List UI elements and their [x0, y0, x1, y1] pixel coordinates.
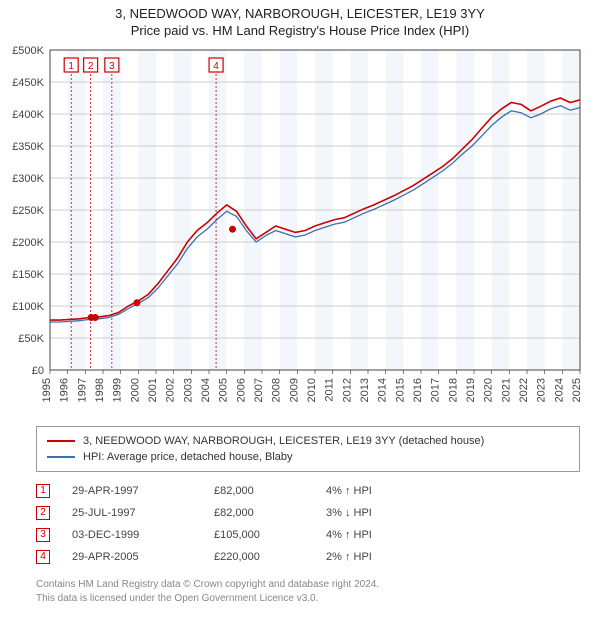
price-entry: 1 29-APR-1997 £82,000 4% ↑ HPI: [36, 480, 580, 502]
svg-text:£0: £0: [32, 365, 44, 377]
legend-label: HPI: Average price, detached house, Blab…: [83, 449, 293, 465]
svg-text:2009: 2009: [288, 378, 300, 402]
svg-text:1996: 1996: [59, 378, 71, 402]
svg-text:2025: 2025: [571, 378, 583, 402]
svg-text:£450K: £450K: [12, 77, 44, 89]
footer-line: Contains HM Land Registry data © Crown c…: [36, 578, 580, 592]
svg-text:2001: 2001: [147, 378, 159, 402]
svg-text:£250K: £250K: [12, 205, 44, 217]
svg-text:2019: 2019: [465, 378, 477, 402]
svg-text:2024: 2024: [553, 378, 565, 402]
svg-text:2012: 2012: [341, 378, 353, 402]
svg-text:2023: 2023: [536, 378, 548, 402]
svg-text:3: 3: [109, 61, 115, 72]
svg-text:4: 4: [213, 61, 219, 72]
entry-price: £220,000: [214, 546, 304, 568]
legend-swatch: [47, 456, 75, 458]
entry-date: 29-APR-1997: [72, 480, 192, 502]
svg-text:£350K: £350K: [12, 141, 44, 153]
chart-titles: 3, NEEDWOOD WAY, NARBOROUGH, LEICESTER, …: [0, 0, 600, 40]
svg-text:2010: 2010: [306, 378, 318, 402]
svg-text:2: 2: [88, 61, 94, 72]
svg-text:£400K: £400K: [12, 109, 44, 121]
entry-price: £82,000: [214, 480, 304, 502]
svg-text:2018: 2018: [447, 378, 459, 402]
entry-marker: 4: [36, 550, 50, 564]
svg-text:1999: 1999: [112, 378, 124, 402]
price-entry: 3 03-DEC-1999 £105,000 4% ↑ HPI: [36, 524, 580, 546]
svg-text:£100K: £100K: [12, 301, 44, 313]
svg-text:2017: 2017: [430, 378, 442, 402]
entry-delta: 4% ↑ HPI: [326, 524, 416, 546]
svg-text:2008: 2008: [271, 378, 283, 402]
entry-date: 25-JUL-1997: [72, 502, 192, 524]
title-main: 3, NEEDWOOD WAY, NARBOROUGH, LEICESTER, …: [0, 6, 600, 21]
svg-text:£200K: £200K: [12, 237, 44, 249]
svg-text:2005: 2005: [218, 378, 230, 402]
svg-text:2021: 2021: [500, 378, 512, 402]
entry-marker: 3: [36, 528, 50, 542]
svg-text:1: 1: [68, 61, 74, 72]
svg-text:2011: 2011: [324, 378, 336, 402]
legend-item: HPI: Average price, detached house, Blab…: [47, 449, 569, 465]
price-entry: 2 25-JUL-1997 £82,000 3% ↓ HPI: [36, 502, 580, 524]
entry-delta: 2% ↑ HPI: [326, 546, 416, 568]
chart-svg: £0 £50K £100K £150K £200K £250K £300K £350K £400…: [0, 40, 600, 420]
svg-text:2000: 2000: [129, 378, 141, 402]
svg-text:2016: 2016: [412, 378, 424, 402]
entry-delta: 4% ↑ HPI: [326, 480, 416, 502]
svg-text:2002: 2002: [165, 378, 177, 402]
svg-text:2004: 2004: [200, 378, 212, 402]
svg-text:£300K: £300K: [12, 173, 44, 185]
svg-text:£500K: £500K: [12, 45, 44, 57]
page: 3, NEEDWOOD WAY, NARBOROUGH, LEICESTER, …: [0, 0, 600, 606]
svg-text:2013: 2013: [359, 378, 371, 402]
svg-text:2022: 2022: [518, 378, 530, 402]
legend: 3, NEEDWOOD WAY, NARBOROUGH, LEICESTER, …: [36, 426, 580, 472]
svg-text:1995: 1995: [41, 378, 53, 402]
entry-date: 29-APR-2005: [72, 546, 192, 568]
entry-price: £82,000: [214, 502, 304, 524]
svg-text:2015: 2015: [394, 378, 406, 402]
svg-text:£50K: £50K: [18, 333, 44, 345]
legend-label: 3, NEEDWOOD WAY, NARBOROUGH, LEICESTER, …: [83, 433, 484, 449]
legend-item: 3, NEEDWOOD WAY, NARBOROUGH, LEICESTER, …: [47, 433, 569, 449]
svg-text:2007: 2007: [253, 378, 265, 402]
svg-text:1998: 1998: [94, 378, 106, 402]
svg-text:2014: 2014: [377, 378, 389, 402]
price-entry: 4 29-APR-2005 £220,000 2% ↑ HPI: [36, 546, 580, 568]
entry-marker: 1: [36, 484, 50, 498]
price-entries: 1 29-APR-1997 £82,000 4% ↑ HPI 2 25-JUL-…: [36, 480, 580, 568]
legend-swatch: [47, 440, 75, 442]
svg-text:£150K: £150K: [12, 269, 44, 281]
entry-delta: 3% ↓ HPI: [326, 502, 416, 524]
svg-text:1997: 1997: [76, 378, 88, 402]
entry-price: £105,000: [214, 524, 304, 546]
svg-text:2020: 2020: [483, 378, 495, 402]
entry-date: 03-DEC-1999: [72, 524, 192, 546]
title-sub: Price paid vs. HM Land Registry's House …: [0, 23, 600, 38]
svg-text:2003: 2003: [182, 378, 194, 402]
attribution-footer: Contains HM Land Registry data © Crown c…: [36, 578, 580, 606]
footer-line: This data is licensed under the Open Gov…: [36, 592, 580, 606]
svg-text:2006: 2006: [235, 378, 247, 402]
chart: £0 £50K £100K £150K £200K £250K £300K £350K £400…: [0, 40, 600, 420]
entry-marker: 2: [36, 506, 50, 520]
